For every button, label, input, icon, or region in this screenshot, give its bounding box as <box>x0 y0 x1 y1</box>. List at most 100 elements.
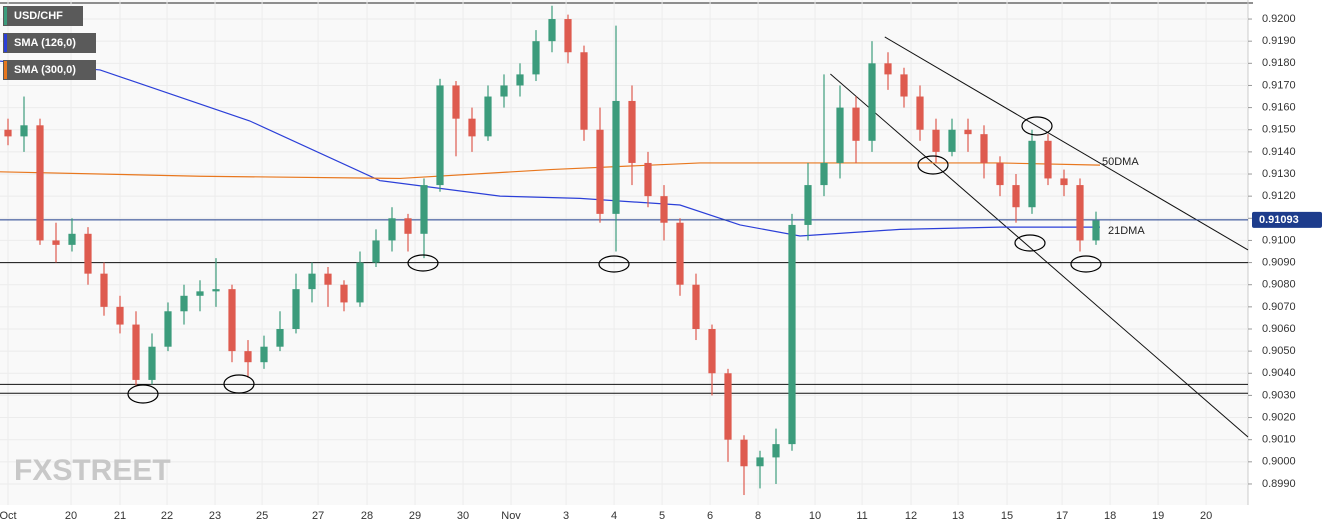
candle-body <box>1028 140 1036 208</box>
y-tick-label: 0.9080 <box>1262 279 1296 291</box>
candle-body <box>532 41 540 75</box>
x-tick-label: 25 <box>256 510 268 522</box>
trend-line <box>830 73 1249 438</box>
candle-body <box>436 85 444 186</box>
y-tick-label: 0.9050 <box>1262 345 1296 357</box>
candle-body <box>356 262 364 303</box>
legend-swatch <box>4 7 7 25</box>
candle-body <box>36 125 44 241</box>
candle-body <box>644 162 652 197</box>
candle-body <box>804 185 812 225</box>
annotation: 50DMA <box>1102 156 1139 168</box>
x-tick-label: 11 <box>856 510 867 522</box>
candle-body <box>1044 140 1052 179</box>
sma-line <box>0 162 1101 180</box>
y-tick-label: 0.9190 <box>1262 35 1296 47</box>
y-tick-label: 0.9070 <box>1262 301 1296 313</box>
highlights <box>127 116 1102 404</box>
y-tick-label: 0.9060 <box>1262 323 1296 335</box>
y-tick-label: 0.9000 <box>1262 456 1296 468</box>
candle-body <box>708 328 716 374</box>
candle-body <box>244 351 252 363</box>
candle-body <box>916 96 924 130</box>
x-tick-label: Oct <box>0 510 17 522</box>
candle-body <box>404 218 412 234</box>
x-tick-label: 8 <box>755 510 761 522</box>
x-tick-label: 23 <box>209 510 221 522</box>
candle-body <box>1060 178 1068 186</box>
candle-body <box>260 346 268 363</box>
highlight <box>917 155 949 175</box>
legend-box <box>3 6 83 26</box>
y-tick-label: 0.9100 <box>1262 234 1296 246</box>
highlight <box>407 254 439 272</box>
candle-body <box>836 107 844 163</box>
candle-body <box>852 107 860 141</box>
y-tick-label: 0.9160 <box>1262 102 1296 114</box>
candle-body <box>228 289 236 352</box>
candle-body <box>884 63 892 75</box>
candle-body <box>468 118 476 137</box>
legend-swatch <box>4 61 7 79</box>
candle-body <box>660 196 668 223</box>
legend-label: SMA (126,0) <box>14 37 76 49</box>
x-tick-label: 3 <box>563 510 569 522</box>
marks <box>0 5 1249 496</box>
y-tick-label: 0.8990 <box>1262 478 1296 490</box>
candle-body <box>148 346 156 380</box>
legend: USD/CHF SMA (126,0) SMA (300,0) <box>3 6 96 80</box>
candle-body <box>932 129 940 152</box>
candle-body <box>276 328 284 347</box>
candle-body <box>724 373 732 440</box>
y-tick-label: 0.9090 <box>1262 256 1296 268</box>
x-tick-label: 28 <box>361 510 373 522</box>
y-tick-label: 0.9020 <box>1262 411 1296 423</box>
plot-area <box>0 0 1248 505</box>
sma-line <box>0 60 1100 237</box>
candle-body <box>100 273 108 307</box>
candle-body <box>1012 185 1020 208</box>
highlight <box>127 384 159 404</box>
last-price-label: 0.91093 <box>1259 214 1299 226</box>
legend-swatch <box>4 34 7 52</box>
x-tick-label: 22 <box>161 510 173 522</box>
candle-body <box>452 85 460 119</box>
y-tick-label: 0.9170 <box>1262 79 1296 91</box>
x-tick-label: 6 <box>707 510 713 522</box>
candle-body <box>948 129 956 152</box>
y-tick-label: 0.9150 <box>1262 124 1296 136</box>
x-tick-label: 12 <box>905 510 917 522</box>
highlight <box>598 255 630 273</box>
x-tick-label: 10 <box>809 510 821 522</box>
annotation: 21DMA <box>1108 225 1145 237</box>
x-tick-label: 5 <box>659 510 665 522</box>
candle-body <box>500 85 508 97</box>
candle-body <box>212 289 220 292</box>
candle-body <box>196 291 204 296</box>
candle-body <box>340 284 348 303</box>
candle-body <box>372 240 380 263</box>
last-price-tag <box>1252 211 1322 228</box>
x-tick-label: Nov <box>501 510 521 522</box>
x-tick-label: 20 <box>1200 510 1212 522</box>
candle-body <box>484 96 492 137</box>
candle-body <box>596 129 604 214</box>
candle-body <box>964 129 972 135</box>
y-tick-label: 0.9200 <box>1262 13 1296 25</box>
candle-body <box>68 233 76 245</box>
candle-body <box>548 19 556 42</box>
candle-body <box>516 74 524 86</box>
x-tick-label: 29 <box>409 510 421 522</box>
candle-body <box>1076 185 1084 241</box>
candle-body <box>324 273 332 285</box>
legend-label: USD/CHF <box>14 10 63 22</box>
candle-body <box>820 162 828 186</box>
y-tick-label: 0.9130 <box>1262 168 1296 180</box>
candle-body <box>612 100 620 214</box>
y-tick-label: 0.9040 <box>1262 367 1296 379</box>
candle-body <box>84 233 92 274</box>
y-tick-label: 0.9120 <box>1262 190 1296 202</box>
legend-label: SMA (300,0) <box>14 64 76 76</box>
candle-body <box>388 218 396 241</box>
